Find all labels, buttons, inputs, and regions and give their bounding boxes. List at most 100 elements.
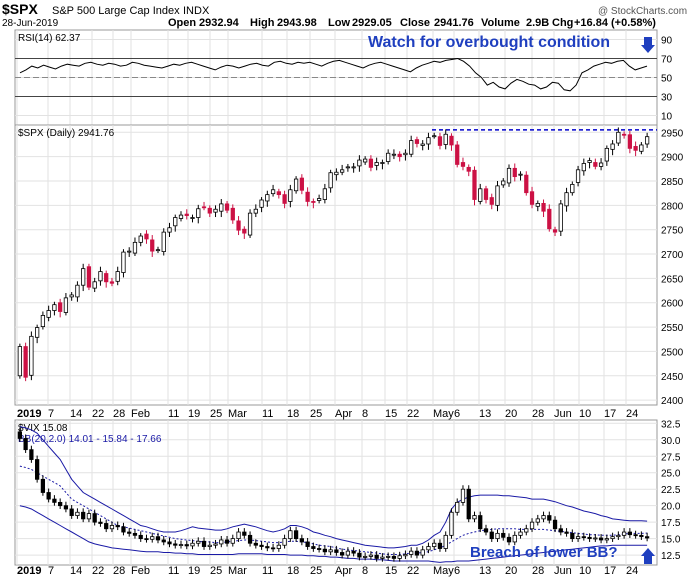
- vix-candle-body: [167, 541, 172, 545]
- candle-body: [386, 152, 391, 162]
- spx-candles: [17, 127, 650, 382]
- vix-candle-body: [52, 498, 57, 503]
- x-tick-label: 22: [92, 565, 104, 577]
- vix-candle-body: [23, 438, 28, 451]
- vix-candle-body: [357, 552, 362, 558]
- y-tick-label: 30.0: [661, 436, 681, 447]
- candle-body: [75, 284, 80, 298]
- candle-body: [598, 162, 604, 167]
- vix-candle-body: [127, 531, 132, 534]
- x-tick-label: 20: [505, 408, 517, 420]
- candle-body: [403, 152, 408, 156]
- vix-candle-body: [633, 534, 638, 537]
- candle-body: [190, 217, 195, 219]
- candle-body: [345, 166, 351, 169]
- x-tick-label: Feb: [131, 408, 150, 420]
- lower-bb-annotation: Breach of lower BB?: [470, 544, 618, 561]
- candle-body: [443, 133, 448, 145]
- candle-body: [455, 144, 460, 165]
- chg-label: Chg: [552, 17, 573, 29]
- candle-body: [299, 177, 304, 191]
- y-tick-label: 20.0: [661, 502, 681, 513]
- candle-body: [616, 131, 621, 144]
- vix-candle-body: [575, 536, 581, 540]
- x-tick-label: 2019: [17, 565, 41, 577]
- vix-candle-body: [201, 540, 207, 547]
- spx-grid: [15, 125, 657, 405]
- exchange-label: INDX: [183, 5, 210, 17]
- y-tick-label: 50: [661, 74, 673, 85]
- vix-candles: [17, 427, 650, 562]
- x-axis-labels: 2019 7 14 22 28 Feb 11 19 25 Mar 11 18 25 Apr 8 15 22 May…: [17, 408, 638, 420]
- watermark: @ StockCharts.com: [598, 6, 687, 17]
- candle-body: [432, 135, 437, 138]
- vix-candle-body: [524, 528, 529, 533]
- candle-body: [92, 281, 97, 289]
- candle-body: [167, 227, 172, 233]
- vix-candle-body: [363, 556, 368, 558]
- candle-body: [391, 153, 397, 156]
- candle-body: [155, 249, 161, 252]
- candle-body: [316, 198, 322, 201]
- candle-body: [328, 172, 333, 189]
- vix-candle-body: [58, 501, 63, 507]
- candle-body: [282, 194, 287, 204]
- vix-candle-body: [644, 536, 650, 539]
- candle-body: [127, 250, 132, 253]
- vix-candle-body: [242, 531, 247, 536]
- x-tick-label: Mar: [228, 565, 247, 577]
- x-tick-label: 22: [407, 408, 419, 420]
- index-name-label: S&P 500 Large Cap Index: [52, 5, 180, 17]
- vix-candle-body: [213, 543, 218, 546]
- candle-body: [621, 133, 627, 136]
- vix-candle-body: [547, 515, 552, 521]
- vix-candle-body: [621, 531, 627, 536]
- candle-body: [409, 140, 414, 155]
- candle-body: [17, 346, 23, 377]
- candle-body: [449, 135, 454, 146]
- candle-body: [501, 180, 506, 186]
- vix-candle-body: [288, 530, 293, 540]
- x-tick-label: 28: [532, 565, 544, 577]
- x-tick-label: 11: [262, 408, 273, 420]
- candle-body: [495, 185, 500, 206]
- x-tick-label: Apr: [335, 565, 352, 577]
- rsi-y-ticks: 90 70 50 30 10: [661, 36, 673, 123]
- vix-candle-body: [466, 488, 471, 520]
- vix-candle-body: [409, 550, 414, 555]
- close-value: 2941.76: [434, 17, 474, 29]
- vix-candle-body: [253, 542, 258, 546]
- candle-body: [132, 241, 138, 254]
- vix-candle-body: [483, 528, 489, 533]
- x-tick-label: 25: [210, 565, 222, 577]
- candle-body: [357, 159, 362, 167]
- x-tick-label: Apr: [335, 408, 352, 420]
- vix-candle-body: [305, 541, 310, 547]
- vix-candle-body: [63, 505, 69, 510]
- x-tick-label: 7: [48, 565, 54, 577]
- rsi-title: RSI(14) 62.37: [18, 33, 81, 44]
- vix-candle-body: [69, 508, 74, 516]
- vix-candle-body: [86, 513, 92, 520]
- candle-body: [35, 327, 40, 338]
- vix-candle-body: [581, 536, 586, 539]
- candle-body: [40, 314, 46, 327]
- vix-candle-body: [610, 536, 615, 540]
- spx-title: $SPX (Daily) 2941.76: [18, 128, 115, 139]
- vix-candle-body: [460, 488, 466, 503]
- candle-body: [311, 201, 316, 203]
- vix-candle-body: [437, 542, 443, 549]
- candle-body: [161, 231, 166, 253]
- low-label: Low: [328, 17, 350, 29]
- candle-body: [627, 134, 632, 149]
- vix-candle-body: [604, 538, 609, 541]
- bb-middle-line: [19, 465, 648, 555]
- close-label: Close: [400, 17, 430, 29]
- vix-candle-body: [386, 556, 391, 558]
- x-tick-label: 20: [505, 565, 517, 577]
- candle-body: [558, 203, 563, 232]
- candle-body: [253, 208, 258, 214]
- y-tick-label: 30: [661, 93, 673, 104]
- y-tick-label: 2950: [661, 128, 684, 139]
